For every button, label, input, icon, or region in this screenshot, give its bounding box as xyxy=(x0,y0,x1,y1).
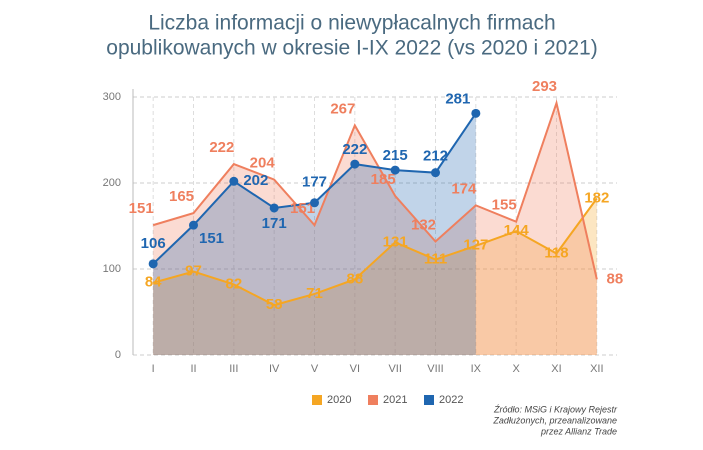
x-tick-label: VIII xyxy=(427,363,444,375)
source-note: Źródło: MSiG i Krajowy Rejestr xyxy=(493,404,618,414)
data-label: 58 xyxy=(266,296,283,313)
x-tick-label: II xyxy=(190,363,196,375)
line xyxy=(152,197,598,307)
data-label: 106 xyxy=(141,235,166,252)
data-label: 185 xyxy=(371,171,396,188)
x-tick-label: VII xyxy=(388,363,401,375)
area xyxy=(153,198,597,355)
data-label: 293 xyxy=(532,78,557,95)
chart-title: opublikowanych w okresie I-IX 2022 (vs 2… xyxy=(106,37,597,60)
data-label: 127 xyxy=(463,237,488,254)
data-label: 177 xyxy=(302,174,327,191)
marker xyxy=(471,108,481,118)
data-label: 84 xyxy=(145,274,162,291)
data-label: 165 xyxy=(169,188,194,205)
data-label: 171 xyxy=(262,215,287,232)
data-label: 97 xyxy=(185,263,202,280)
source-note: Zadłużonych, przeanalizowane xyxy=(492,415,617,425)
data-label: 111 xyxy=(424,251,447,268)
data-label: 212 xyxy=(423,148,448,165)
y-tick-label: 100 xyxy=(103,263,121,275)
data-label: 267 xyxy=(330,100,355,117)
marker xyxy=(390,165,400,175)
x-tick-label: VI xyxy=(350,363,360,375)
marker xyxy=(310,198,319,208)
data-label: 71 xyxy=(306,285,323,302)
legend-swatch xyxy=(368,395,378,405)
data-label: 118 xyxy=(544,244,568,261)
data-label: 82 xyxy=(225,275,242,292)
data-label: 182 xyxy=(584,189,609,206)
marker xyxy=(229,176,239,186)
marker xyxy=(269,203,279,213)
data-label: 151 xyxy=(129,200,154,217)
x-tick-label: IX xyxy=(471,363,482,375)
marker xyxy=(148,259,158,269)
line xyxy=(152,99,598,280)
y-tick-label: 200 xyxy=(103,177,121,189)
chart-title: Liczba informacji o niewypłacalnych firm… xyxy=(148,12,555,35)
x-tick-label: XII xyxy=(590,363,603,375)
data-label: 174 xyxy=(451,180,477,197)
y-tick-label: 0 xyxy=(115,349,121,361)
data-label: 202 xyxy=(243,172,268,189)
x-tick-label: V xyxy=(311,363,319,375)
source-note: przez Allianz Trade xyxy=(540,426,617,436)
marker xyxy=(350,159,360,169)
data-label: 144 xyxy=(504,222,530,239)
x-tick-label: XI xyxy=(551,363,561,375)
data-label: 204 xyxy=(250,155,276,172)
data-label: 222 xyxy=(209,139,234,156)
x-tick-label: I xyxy=(152,363,155,375)
legend-swatch xyxy=(312,395,322,405)
data-label: 215 xyxy=(383,147,408,164)
legend-label: 2022 xyxy=(439,394,463,406)
legend-label: 2020 xyxy=(327,394,351,406)
x-tick-label: X xyxy=(512,363,520,375)
data-label: 88 xyxy=(346,270,363,287)
data-label: 88 xyxy=(606,270,623,287)
area xyxy=(153,103,597,356)
marker xyxy=(431,168,440,178)
x-tick-label: IV xyxy=(269,363,280,375)
data-label: 132 xyxy=(411,216,436,233)
y-tick-label: 300 xyxy=(103,91,121,103)
legend-label: 2021 xyxy=(383,394,407,406)
data-label: 151 xyxy=(290,200,315,217)
data-label: 281 xyxy=(445,90,470,107)
data-label: 151 xyxy=(199,230,224,247)
legend-swatch xyxy=(424,395,434,405)
x-tick-label: III xyxy=(229,363,238,375)
data-label: 222 xyxy=(342,141,367,158)
marker xyxy=(189,220,198,230)
data-label: 131 xyxy=(383,233,408,250)
data-label: 155 xyxy=(492,197,517,214)
